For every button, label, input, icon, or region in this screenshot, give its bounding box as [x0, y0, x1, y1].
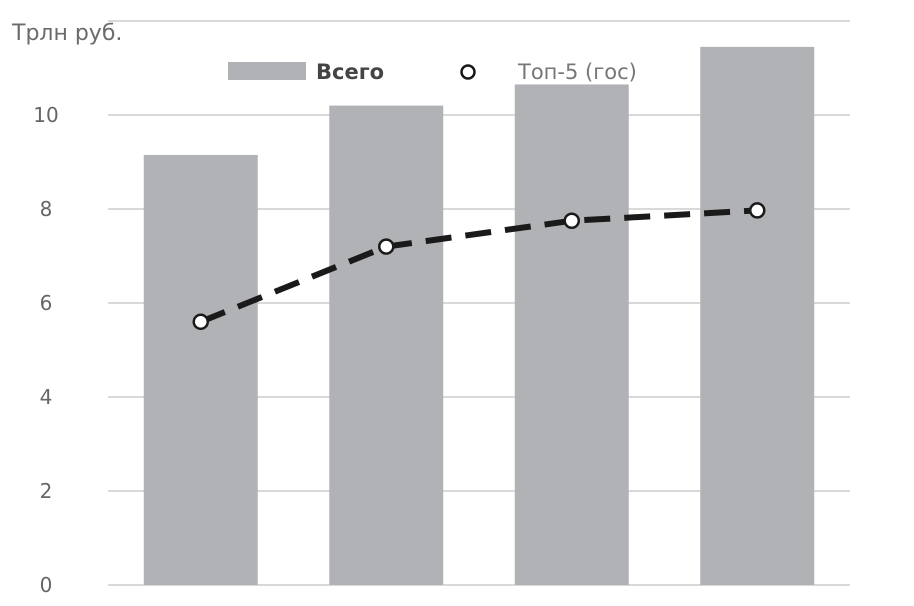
- y-tick-label-0: 0: [40, 573, 53, 597]
- bar-series-total: [143, 46, 815, 586]
- y-axis-ticks: 0 2 4 6 8 10: [33, 103, 58, 597]
- point-top5-1: [192, 313, 209, 331]
- legend-label-top5: Топ-5 (гос): [517, 60, 637, 84]
- point-top5-4: [749, 202, 766, 219]
- legend-swatch-total: [228, 62, 306, 80]
- y-axis-unit-label: Трлн руб.: [11, 21, 122, 46]
- legend-marker-top5: [460, 64, 476, 80]
- line-series-top5: [192, 202, 766, 331]
- legend: Всего Топ-5 (гос): [228, 60, 637, 84]
- bar-3: [514, 84, 629, 585]
- legend-label-total: Всего: [316, 60, 384, 84]
- point-top5-3: [563, 212, 580, 229]
- point-top5-2: [378, 238, 395, 255]
- bar-2: [329, 105, 444, 585]
- y-tick-label-2: 2: [40, 479, 53, 503]
- y-tick-label-10: 10: [33, 103, 58, 127]
- bar-4: [700, 46, 815, 586]
- bar-1: [143, 154, 258, 585]
- y-tick-label-8: 8: [40, 197, 53, 221]
- y-tick-label-6: 6: [40, 291, 53, 315]
- y-tick-label-4: 4: [40, 385, 53, 409]
- line-top5-path: [199, 207, 758, 325]
